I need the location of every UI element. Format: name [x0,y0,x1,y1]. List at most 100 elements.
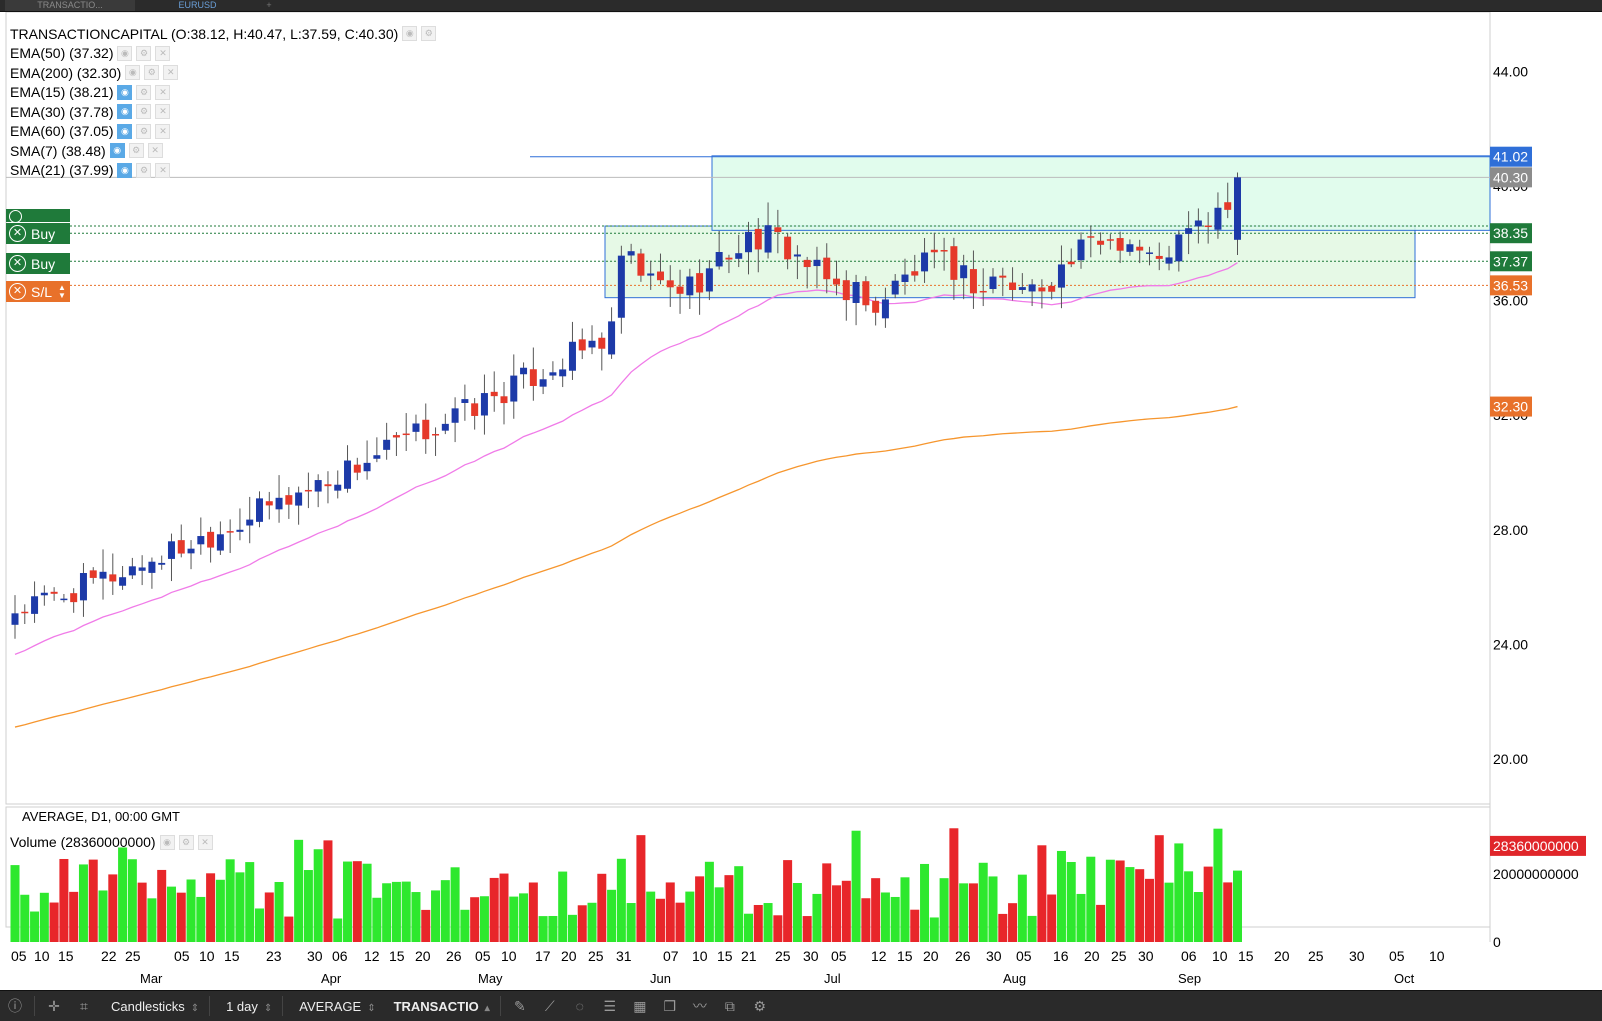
candle[interactable] [1028,284,1036,292]
volume-bar[interactable] [744,913,753,942]
chart-type-select[interactable]: Candlesticks ⇕ [105,999,205,1014]
pencil-icon[interactable]: ✎ [513,997,526,1014]
candle[interactable] [676,286,684,294]
volume-bar[interactable] [988,876,998,942]
candle[interactable] [735,253,743,259]
candle[interactable] [1048,285,1056,292]
volume-bar[interactable] [196,896,206,942]
volume-bar[interactable] [959,883,969,942]
volume-bar[interactable] [147,898,157,942]
settings-icon[interactable]: ⚙ [421,26,437,42]
candle[interactable] [1116,238,1124,251]
candle[interactable] [754,228,762,250]
volume-bar[interactable] [519,893,529,942]
close-order-icon[interactable]: ✕ [9,283,26,300]
volume-bar[interactable] [587,902,597,942]
close-icon[interactable]: ✕ [155,45,171,61]
visibility-icon[interactable]: ◉ [402,26,418,42]
volume-bar[interactable] [470,897,480,942]
volume-bar[interactable] [1184,871,1194,942]
candle[interactable] [432,433,440,436]
chart-area[interactable]: 44.0040.0036.0032.0028.0024.0020.0041.02… [0,12,1602,990]
chart-line-icon[interactable]: 〰 [692,998,707,1014]
visibility-icon[interactable]: ◉ [117,104,133,120]
volume-bar[interactable] [127,859,137,942]
volume-bar[interactable] [431,890,441,942]
candle[interactable] [334,484,342,491]
stepper-arrows-icon[interactable]: ▲ ▼ [58,282,66,300]
candle[interactable] [1136,246,1144,251]
candle[interactable] [568,341,576,371]
volume-bar[interactable] [832,885,842,942]
volume-bar[interactable] [382,883,392,942]
volume-bar[interactable] [714,887,724,942]
indicator-select[interactable]: AVERAGE ⇕ [293,999,381,1014]
candle[interactable] [881,299,889,319]
candle[interactable] [872,300,880,313]
eye-hidden-icon[interactable]: ◌ [575,998,584,1014]
candle[interactable] [216,534,224,551]
candle[interactable] [1214,207,1222,230]
volume-bar[interactable] [548,915,558,942]
volume-bar[interactable] [372,897,382,942]
volume-bar[interactable] [1233,870,1242,942]
book-icon[interactable]: ❒ [663,997,677,1014]
candle[interactable] [138,567,146,571]
settings-icon[interactable]: ⚙ [136,45,152,61]
candle[interactable] [392,435,400,438]
volume-bar[interactable] [401,881,411,942]
candle[interactable] [911,271,919,276]
candle[interactable] [764,225,772,253]
candle[interactable] [686,276,694,296]
volume-bar[interactable] [255,908,264,942]
candle[interactable] [647,273,655,276]
close-icon[interactable]: ✕ [155,104,171,120]
copy-icon[interactable]: ⧉ [724,997,735,1014]
volume-bar[interactable] [636,835,646,942]
buy-order-button-1[interactable]: ✕ Buy [6,223,70,244]
volume-bar[interactable] [118,847,128,942]
volume-bar[interactable] [968,883,978,942]
candle[interactable] [774,227,782,233]
settings-icon[interactable]: ⚙ [144,65,160,81]
volume-bar[interactable] [1066,861,1076,942]
volume-bar[interactable] [655,898,665,942]
volume-bar[interactable] [1037,845,1047,942]
candle[interactable] [304,489,312,492]
candle[interactable] [921,252,929,272]
candle[interactable] [940,250,948,252]
volume-bar[interactable] [1125,867,1135,942]
volume-bar[interactable] [206,873,216,942]
candle[interactable] [803,259,811,268]
candle[interactable] [1087,236,1095,238]
volume-bar[interactable] [607,889,617,942]
candle[interactable] [1057,264,1065,288]
chart-canvas[interactable]: 44.0040.0036.0032.0028.0024.0020.0041.02… [0,12,1602,990]
visibility-icon[interactable]: ◉ [159,834,175,850]
candle[interactable] [1165,257,1173,264]
close-icon[interactable]: ✕ [147,143,163,159]
volume-bar[interactable] [528,882,538,942]
volume-bar[interactable] [49,902,59,942]
volume-bar[interactable] [1174,843,1184,942]
candle[interactable] [50,591,58,594]
gear-icon[interactable]: ⚙ [753,997,767,1014]
volume-bar[interactable] [851,830,861,942]
volume-bar[interactable] [59,858,69,942]
candle[interactable] [637,253,645,276]
candle[interactable] [402,433,410,436]
volume-bar[interactable] [362,863,372,942]
volume-bar[interactable] [30,911,40,942]
volume-bar[interactable] [137,882,147,942]
candle[interactable] [1155,255,1163,259]
symbol-select[interactable]: TRANSACTIO ▴ [388,999,496,1014]
volume-bar[interactable] [1115,860,1125,942]
candle[interactable] [353,464,361,473]
volume-bar[interactable] [538,916,548,942]
layout-grid-icon[interactable]: ▦ [633,997,647,1014]
candle[interactable] [598,337,606,349]
volume-bar[interactable] [1144,878,1154,942]
candle[interactable] [999,275,1007,278]
volume-bar[interactable] [176,892,186,942]
settings-icon[interactable]: ⚙ [136,162,152,178]
